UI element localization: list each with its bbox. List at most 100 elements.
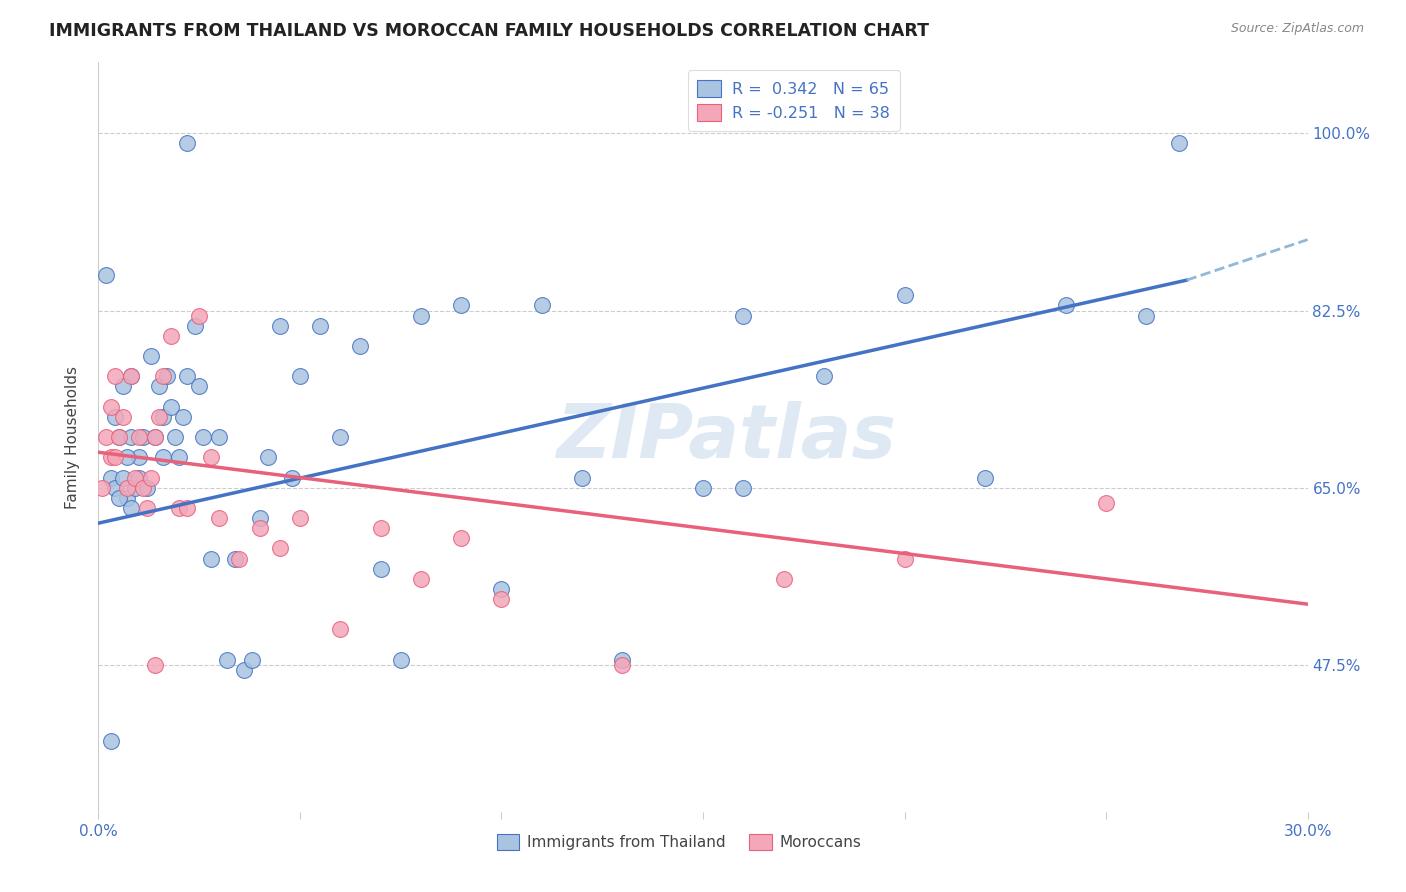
Point xyxy=(176,136,198,151)
Point xyxy=(167,450,190,465)
Point xyxy=(148,379,170,393)
Point xyxy=(135,500,157,515)
Point xyxy=(107,430,129,444)
Point xyxy=(163,430,186,444)
Point xyxy=(96,268,118,282)
Point xyxy=(772,572,794,586)
Point xyxy=(208,511,231,525)
Point xyxy=(124,470,146,484)
Point xyxy=(329,623,352,637)
Point xyxy=(120,369,142,384)
Point xyxy=(128,430,150,444)
Point xyxy=(409,309,432,323)
Point xyxy=(120,430,142,444)
Point xyxy=(176,500,198,515)
Point xyxy=(200,551,222,566)
Point xyxy=(269,318,291,333)
Point xyxy=(91,481,114,495)
Point xyxy=(96,430,118,444)
Point xyxy=(409,572,432,586)
Point xyxy=(107,430,129,444)
Point xyxy=(139,349,162,363)
Point xyxy=(491,582,513,596)
Point xyxy=(139,470,162,484)
Point xyxy=(813,369,835,384)
Point xyxy=(176,369,198,384)
Point xyxy=(309,318,332,333)
Point xyxy=(160,328,183,343)
Point xyxy=(128,450,150,465)
Point xyxy=(893,288,915,302)
Point xyxy=(143,657,166,672)
Point xyxy=(370,562,392,576)
Point xyxy=(115,481,138,495)
Y-axis label: Family Households: Family Households xyxy=(65,366,80,508)
Point xyxy=(156,369,179,384)
Point xyxy=(733,309,755,323)
Point xyxy=(152,409,174,424)
Point xyxy=(370,521,392,535)
Point xyxy=(692,481,714,495)
Point xyxy=(208,430,231,444)
Point xyxy=(240,653,263,667)
Point xyxy=(974,470,997,484)
Point xyxy=(249,521,271,535)
Point xyxy=(193,430,215,444)
Point xyxy=(111,379,134,393)
Point xyxy=(249,511,271,525)
Point xyxy=(135,481,157,495)
Point xyxy=(281,470,304,484)
Point xyxy=(288,369,311,384)
Point xyxy=(120,500,142,515)
Point xyxy=(132,430,155,444)
Point xyxy=(107,491,129,505)
Point xyxy=(1054,298,1077,312)
Point xyxy=(450,532,472,546)
Point xyxy=(571,470,593,484)
Point xyxy=(349,339,371,353)
Point xyxy=(103,481,125,495)
Point xyxy=(288,511,311,525)
Point xyxy=(152,369,174,384)
Point xyxy=(1167,136,1189,151)
Point xyxy=(612,653,634,667)
Point xyxy=(143,430,166,444)
Point xyxy=(132,481,155,495)
Text: Source: ZipAtlas.com: Source: ZipAtlas.com xyxy=(1230,22,1364,36)
Point xyxy=(100,450,122,465)
Point xyxy=(217,653,239,667)
Text: IMMIGRANTS FROM THAILAND VS MOROCCAN FAMILY HOUSEHOLDS CORRELATION CHART: IMMIGRANTS FROM THAILAND VS MOROCCAN FAM… xyxy=(49,22,929,40)
Point xyxy=(224,551,246,566)
Point xyxy=(167,500,190,515)
Point xyxy=(389,653,412,667)
Point xyxy=(100,400,122,414)
Text: ZIPatlas: ZIPatlas xyxy=(557,401,897,474)
Point xyxy=(124,481,146,495)
Point xyxy=(329,430,352,444)
Point xyxy=(115,450,138,465)
Point xyxy=(269,541,291,556)
Point xyxy=(530,298,553,312)
Point xyxy=(103,450,125,465)
Point xyxy=(148,409,170,424)
Point xyxy=(450,298,472,312)
Point xyxy=(100,470,122,484)
Point xyxy=(115,491,138,505)
Point xyxy=(1135,309,1157,323)
Point xyxy=(172,409,194,424)
Point xyxy=(160,400,183,414)
Point xyxy=(733,481,755,495)
Point xyxy=(893,551,915,566)
Legend: Immigrants from Thailand, Moroccans: Immigrants from Thailand, Moroccans xyxy=(491,829,868,856)
Point xyxy=(103,409,125,424)
Point xyxy=(152,450,174,465)
Point xyxy=(128,470,150,484)
Point xyxy=(491,592,513,607)
Point xyxy=(111,409,134,424)
Point xyxy=(103,369,125,384)
Point xyxy=(100,734,122,748)
Point xyxy=(228,551,250,566)
Point xyxy=(232,663,254,677)
Point xyxy=(256,450,278,465)
Point xyxy=(1095,496,1118,510)
